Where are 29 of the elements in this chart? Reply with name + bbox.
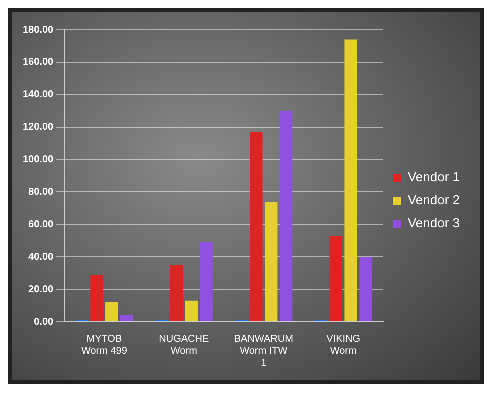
bar — [106, 302, 118, 322]
y-tick-label: 60.00 — [28, 219, 54, 230]
bar — [250, 132, 263, 322]
bar — [344, 40, 358, 322]
x-tick-label: NUGACHE Worm — [159, 334, 210, 357]
y-tick-label: 180.00 — [22, 24, 54, 36]
y-tick-label: 120.00 — [22, 122, 54, 134]
x-tick-label: BANWARUM Worm ITW 1 — [234, 334, 294, 369]
bar — [90, 274, 104, 322]
bar — [280, 111, 293, 322]
bar — [170, 265, 184, 322]
y-tick-label: 40.00 — [28, 252, 54, 263]
bar — [265, 202, 278, 322]
y-tick-label: 160.00 — [22, 57, 54, 68]
bar — [200, 242, 213, 322]
x-tick-label: VIKING Worm — [326, 334, 361, 357]
y-tick-label: 80.00 — [28, 186, 54, 198]
bar — [360, 257, 372, 322]
y-tick-label: 20.00 — [28, 284, 54, 296]
legend-label: Vendor 2 — [408, 192, 460, 208]
y-tick-label: 0.00 — [34, 316, 54, 328]
bar — [185, 300, 198, 322]
legend-label: Vendor 1 — [408, 170, 460, 185]
bar — [330, 236, 342, 322]
legend-label: Vendor 3 — [408, 216, 460, 231]
y-tick-label: 100.00 — [22, 154, 54, 166]
x-tick-label: MYTOB Worm 499 — [81, 334, 128, 357]
bar — [120, 316, 134, 322]
y-tick-label: 140.00 — [22, 90, 54, 101]
